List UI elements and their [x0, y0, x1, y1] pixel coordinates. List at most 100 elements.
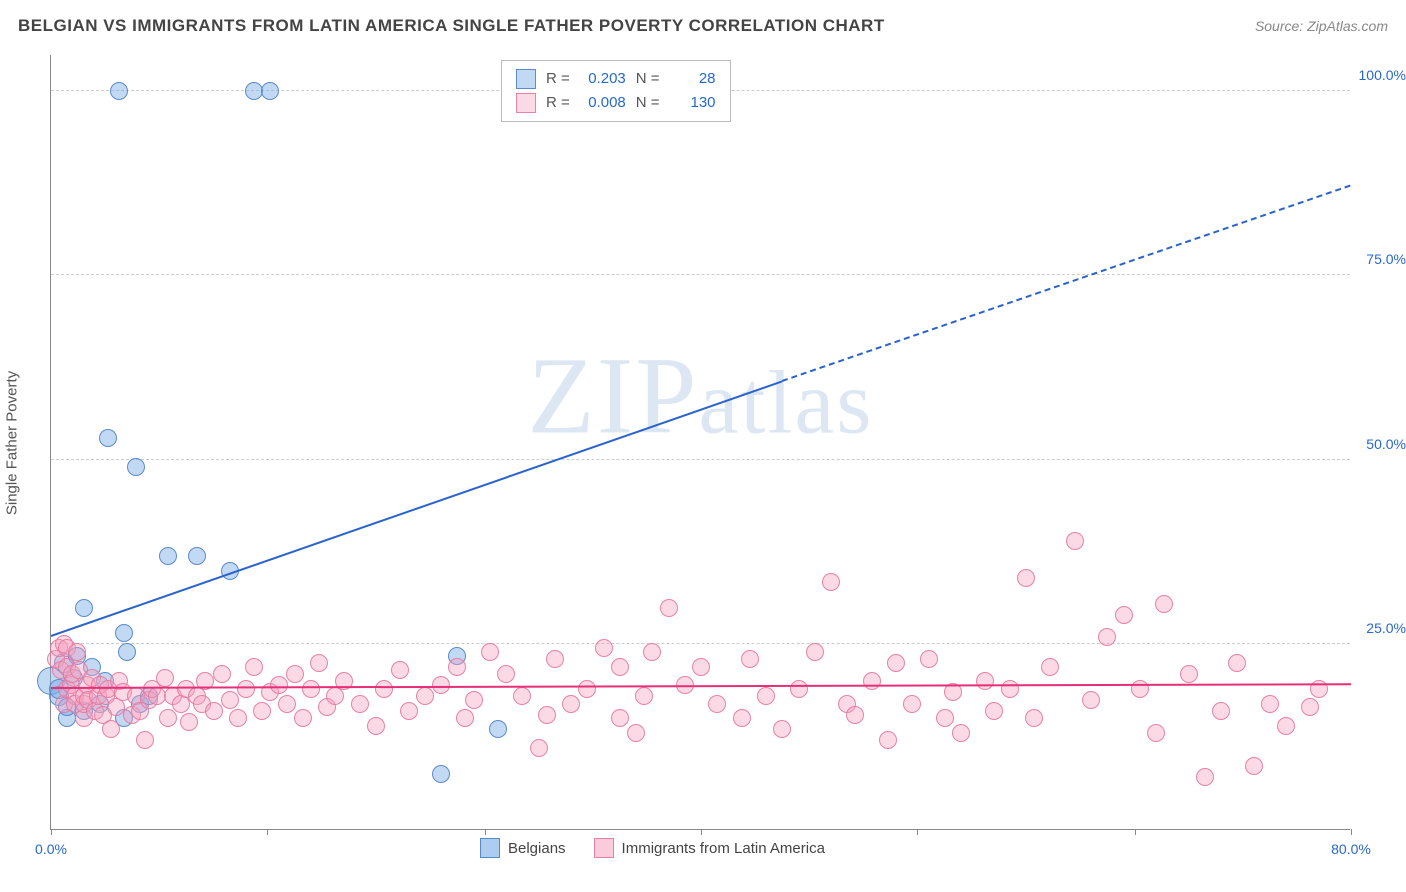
data-point	[611, 658, 629, 676]
data-point	[562, 695, 580, 713]
data-point	[188, 547, 206, 565]
n-label: N =	[636, 67, 660, 91]
data-point	[1228, 654, 1246, 672]
data-point	[936, 709, 954, 727]
data-point	[213, 665, 231, 683]
data-point	[432, 765, 450, 783]
data-point	[976, 672, 994, 690]
data-point	[1245, 757, 1263, 775]
data-point	[237, 680, 255, 698]
data-point	[1066, 532, 1084, 550]
data-point	[879, 731, 897, 749]
trend-line	[51, 381, 783, 638]
data-point	[99, 429, 117, 447]
data-point	[416, 687, 434, 705]
x-tick	[917, 829, 918, 835]
data-point	[1001, 680, 1019, 698]
chart-area: Single Father Poverty ZIPatlas R =0.203N…	[50, 55, 1350, 830]
data-point	[741, 650, 759, 668]
data-point	[261, 82, 279, 100]
data-point	[351, 695, 369, 713]
r-label: R =	[546, 91, 570, 115]
data-point	[887, 654, 905, 672]
legend-swatch	[516, 69, 536, 89]
data-point	[920, 650, 938, 668]
gridline	[51, 459, 1350, 460]
data-point	[310, 654, 328, 672]
chart-title: BELGIAN VS IMMIGRANTS FROM LATIN AMERICA…	[18, 16, 885, 36]
data-point	[367, 717, 385, 735]
gridline	[51, 643, 1350, 644]
data-point	[643, 643, 661, 661]
data-point	[530, 739, 548, 757]
data-point	[400, 702, 418, 720]
data-point	[221, 691, 239, 709]
data-point	[481, 643, 499, 661]
data-point	[627, 724, 645, 742]
legend-swatch	[594, 838, 614, 858]
data-point	[708, 695, 726, 713]
legend-swatch	[480, 838, 500, 858]
x-tick	[701, 829, 702, 835]
data-point	[1301, 698, 1319, 716]
legend-swatch	[516, 93, 536, 113]
data-point	[1196, 768, 1214, 786]
data-point	[68, 643, 86, 661]
legend-row: R =0.008N =130	[516, 91, 716, 115]
data-point	[903, 695, 921, 713]
data-point	[294, 709, 312, 727]
data-point	[245, 658, 263, 676]
data-point	[546, 650, 564, 668]
data-point	[1082, 691, 1100, 709]
data-point	[159, 709, 177, 727]
y-tick-label: 50.0%	[1366, 436, 1406, 452]
x-tick-label: 0.0%	[35, 841, 67, 857]
data-point	[1180, 665, 1198, 683]
data-point	[1261, 695, 1279, 713]
legend-label: Belgians	[508, 840, 566, 857]
data-point	[773, 720, 791, 738]
x-tick	[1135, 829, 1136, 835]
n-value: 28	[666, 67, 716, 91]
data-point	[159, 547, 177, 565]
header: BELGIAN VS IMMIGRANTS FROM LATIN AMERICA…	[18, 16, 1388, 36]
series-legend: BelgiansImmigrants from Latin America	[480, 838, 825, 858]
data-point	[205, 702, 223, 720]
data-point	[1277, 717, 1295, 735]
data-point	[952, 724, 970, 742]
data-point	[127, 458, 145, 476]
data-point	[757, 687, 775, 705]
x-tick	[267, 829, 268, 835]
data-point	[863, 672, 881, 690]
data-point	[578, 680, 596, 698]
data-point	[229, 709, 247, 727]
data-point	[118, 643, 136, 661]
n-label: N =	[636, 91, 660, 115]
data-point	[1155, 595, 1173, 613]
x-tick	[1351, 829, 1352, 835]
data-point	[465, 691, 483, 709]
data-point	[156, 669, 174, 687]
legend-item: Belgians	[480, 838, 566, 858]
data-point	[1212, 702, 1230, 720]
data-point	[489, 720, 507, 738]
data-point	[846, 706, 864, 724]
data-point	[448, 658, 466, 676]
data-point	[270, 676, 288, 694]
data-point	[1147, 724, 1165, 742]
x-tick	[51, 829, 52, 835]
data-point	[1115, 606, 1133, 624]
data-point	[391, 661, 409, 679]
gridline	[51, 274, 1350, 275]
watermark-prefix: ZIP	[528, 334, 699, 456]
data-point	[1098, 628, 1116, 646]
y-tick-label: 75.0%	[1366, 251, 1406, 267]
r-label: R =	[546, 67, 570, 91]
data-point	[497, 665, 515, 683]
data-point	[513, 687, 531, 705]
data-point	[611, 709, 629, 727]
data-point	[822, 573, 840, 591]
data-point	[115, 624, 133, 642]
data-point	[733, 709, 751, 727]
r-value: 0.008	[576, 91, 626, 115]
